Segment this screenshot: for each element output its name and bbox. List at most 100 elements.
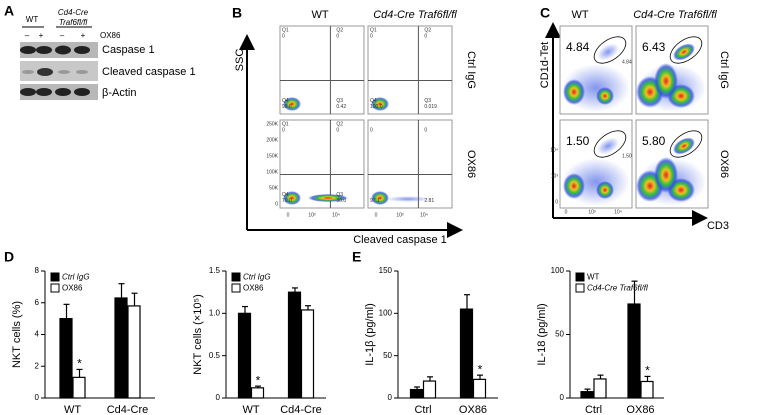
quadrant-value: 0 [424,33,427,39]
x-tick-label: OX86 [459,404,487,415]
band-label: Caspase 1 [102,44,155,56]
quadrant-name: Q1 [282,121,289,127]
cell-cloud [654,157,678,193]
cell-cloud [371,97,389,111]
quadrant-name: Q1 [282,27,289,33]
significance: * [256,373,261,387]
quadrant-value: 30.0 [336,198,346,204]
y-tick-label: 6 [35,298,40,307]
column-label: WT [571,9,588,21]
panel-letter: E [352,249,361,265]
quadrant-value: 0 [370,127,373,133]
panel-letter: A [4,3,14,19]
legend-swatch [575,283,585,293]
quadrant-name: Q1 [370,27,377,33]
panel-letter: B [232,5,242,21]
bar [72,376,86,399]
cell-cloud [597,43,619,61]
quadrant-name: Q2 [424,27,431,33]
cell-cloud [283,191,301,205]
quadrant-name: Q2 [336,121,343,127]
cell-cloud [596,87,614,105]
cell-cloud [597,137,619,155]
cell-cloud [673,137,695,155]
quadrant-value: 0 [282,127,285,133]
y-tick-label: 100 [379,308,393,317]
y-tick-label: 0 [275,201,278,207]
x-tick-label: OX86 [626,404,654,415]
quadrant-value: 97.1 [370,198,380,204]
row-label: OX86 [718,150,730,178]
y-tick-label: 250K [266,121,278,127]
y-tick-label: 50K [269,185,279,191]
y-tick-label: 4 [35,330,40,339]
bar [627,303,641,399]
y-axis-label: NKT cells (%) [11,301,23,368]
row-label: Ctrl IgG [465,51,477,89]
cell-cloud [654,63,678,99]
bar [59,318,73,399]
bar [300,309,315,399]
y-tick-label: 0 [35,393,40,402]
bar [409,388,424,399]
bar [580,391,594,399]
quadrant-value: 99.6 [282,104,292,110]
sign: + [39,31,44,40]
y-tick-label: 10⁴ [550,147,558,153]
panel-letter: C [540,5,550,21]
bar [640,380,654,399]
gate-value-small: 1.50 [622,153,632,159]
y-axis-label: IL-1β (pg/ml) [364,303,376,366]
sign: – [60,31,65,40]
legend-label: Cd4-Cre Traf6fl/fl [587,284,648,293]
y-tick-label: 0.5 [209,351,221,360]
cell-cloud [308,194,348,202]
x-axis-label: CD3 [707,220,729,232]
x-tick-label: 10³ [396,212,404,218]
y-tick-label: 150 [379,266,393,275]
legend-swatch [50,283,60,293]
significance: * [645,364,650,378]
cell-cloud [563,79,585,105]
gate-value: 1.50 [566,134,590,148]
quadrant-value: 0 [336,127,339,133]
x-tick-label: WT [242,404,259,415]
bar [237,312,252,399]
quadrant-name: Q3 [424,98,431,104]
bar [422,380,437,399]
column-label: WT [311,9,328,21]
y-tick-label: 2 [35,361,40,370]
row-label: Ctrl IgG [718,51,730,89]
y-axis-label: SSC [234,49,246,72]
cell-cloud [563,173,585,199]
bar [593,378,607,399]
bands [20,45,90,96]
y-tick-label: 1.5 [209,266,221,275]
quadrant-value: 0 [424,127,427,133]
legend-label: Ctrl IgG [62,273,90,282]
panel-letter: D [4,249,14,265]
cell-cloud [673,43,695,61]
legend-label: OX86 [243,284,264,293]
quadrant-value: 0 [370,33,373,39]
legend-label: OX86 [62,284,83,293]
quadrant-name: Q4 [282,98,289,104]
treatment-label: OX86 [100,31,121,40]
y-tick-label: 10³ [551,173,559,179]
x-tick-label: 0 [565,209,568,215]
legend-swatch [231,283,241,293]
y-tick-label: 50 [383,351,392,360]
x-tick-label: 0 [375,212,378,218]
significance: * [77,357,82,371]
quadrant-name: Q2 [336,27,343,33]
gate [593,130,627,158]
genotype-label: WT [26,15,39,24]
y-axis-label: CD1d-Tet [539,42,551,88]
sign: – [25,31,30,40]
quadrant-value: 0.42 [336,104,346,110]
y-tick-label: 200K [266,137,278,143]
quadrant-value: 100.0 [370,104,383,110]
column-label: Cd4-Cre Traf6fl/fl [633,9,717,21]
